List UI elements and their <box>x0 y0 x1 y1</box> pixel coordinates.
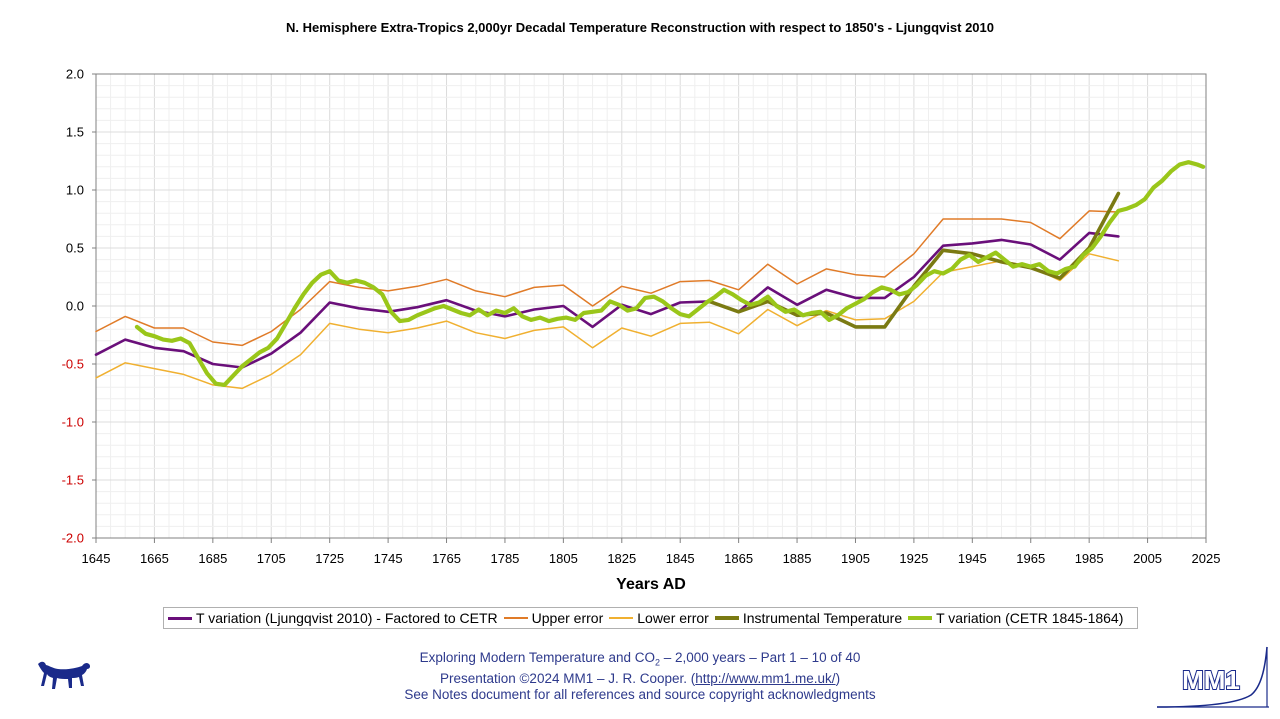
y-tick-label: 2.0 <box>66 67 84 82</box>
legend-item-3: Lower error <box>609 610 709 626</box>
x-tick-label: 1765 <box>432 551 461 566</box>
chart-area: N. Hemisphere Extra-Tropics 2,000yr Deca… <box>62 20 1221 593</box>
footer-line-2: Presentation ©2024 MM1 – J. R. Cooper. (… <box>439 670 841 686</box>
series-line-2 <box>95 210 1120 347</box>
legend-swatch <box>503 617 528 619</box>
y-tick-label: 0.5 <box>66 241 84 256</box>
x-tick-label: 1705 <box>257 551 286 566</box>
legend-label: T variation (Ljungqvist 2010) - Factored… <box>196 610 498 626</box>
legend-label: T variation (CETR 1845-1864) <box>936 610 1124 626</box>
legend-swatch <box>714 616 739 620</box>
x-tick-label: 1805 <box>549 551 578 566</box>
x-tick-label: 1865 <box>724 551 753 566</box>
legend-label: Upper error <box>531 610 604 626</box>
y-tick-label: -1.5 <box>62 473 84 488</box>
x-tick-label: 2025 <box>1192 551 1221 566</box>
x-tick-label: 1905 <box>841 551 870 566</box>
footer-line-3: See Notes document for all references an… <box>404 686 876 702</box>
chart-legend: T variation (Ljungqvist 2010) - Factored… <box>163 607 1138 629</box>
y-tick-label: 1.5 <box>66 125 84 140</box>
x-tick-label: 1845 <box>666 551 695 566</box>
legend-label: Instrumental Temperature <box>742 610 903 626</box>
x-tick-label: 1945 <box>958 551 987 566</box>
x-tick-label: 1925 <box>899 551 928 566</box>
legend-item-5: T variation (CETR 1845-1864) <box>908 610 1123 626</box>
x-axis: 1645 1665 1685 1705 1725 1745 1765 1785 1805 1825… <box>82 538 1221 566</box>
x-tick-label: 1965 <box>1016 551 1045 566</box>
logo-text: MM1 <box>1182 665 1240 695</box>
legend-item-4: Instrumental Temperature <box>714 610 903 626</box>
x-axis-label: Years AD <box>616 576 686 593</box>
y-tick-label: -2.0 <box>62 531 84 546</box>
chart-title: N. Hemisphere Extra-Tropics 2,000yr Deca… <box>286 20 994 35</box>
x-tick-label: 1725 <box>315 551 344 566</box>
legend-swatch <box>908 616 933 620</box>
x-tick-label: 1885 <box>783 551 812 566</box>
legend-swatch <box>168 616 192 620</box>
x-tick-label: 1645 <box>82 551 111 566</box>
x-tick-label: 1665 <box>140 551 169 566</box>
grid-lines <box>95 73 1207 539</box>
y-tick-label: -1.0 <box>62 415 84 430</box>
legend-item-1: T variation (Ljungqvist 2010) - Factored… <box>168 610 498 626</box>
series-line-1 <box>94 231 1120 369</box>
x-tick-label: 2005 <box>1133 551 1162 566</box>
mm1-logo-icon: MM1 <box>1156 646 1269 708</box>
legend-swatch <box>609 617 634 619</box>
x-tick-label: 1785 <box>490 551 519 566</box>
series-line-5 <box>134 160 1206 387</box>
x-tick-label: 1825 <box>607 551 636 566</box>
x-tick-label: 1745 <box>374 551 403 566</box>
y-tick-label: 1.0 <box>66 183 84 198</box>
y-axis: 2.0 1.5 1.0 0.5 0.0 -0.5 -1.0 -1.5 -2.0 <box>62 67 96 546</box>
y-tick-label: -0.5 <box>62 357 84 372</box>
website-link[interactable]: http://www.mm1.me.uk/ <box>695 670 836 686</box>
footer: Exploring Modern Temperature and CO2 – 2… <box>340 650 940 703</box>
legend-item-2: Upper error <box>503 610 604 626</box>
x-tick-label: 1685 <box>198 551 227 566</box>
x-tick-label: 1985 <box>1075 551 1104 566</box>
series-lines <box>94 160 1206 390</box>
y-tick-label: 0.0 <box>66 299 84 314</box>
legend-label: Lower error <box>637 610 709 626</box>
footer-line-1: Exploring Modern Temperature and CO2 – 2… <box>419 650 861 668</box>
dog-logo-icon <box>38 661 91 689</box>
